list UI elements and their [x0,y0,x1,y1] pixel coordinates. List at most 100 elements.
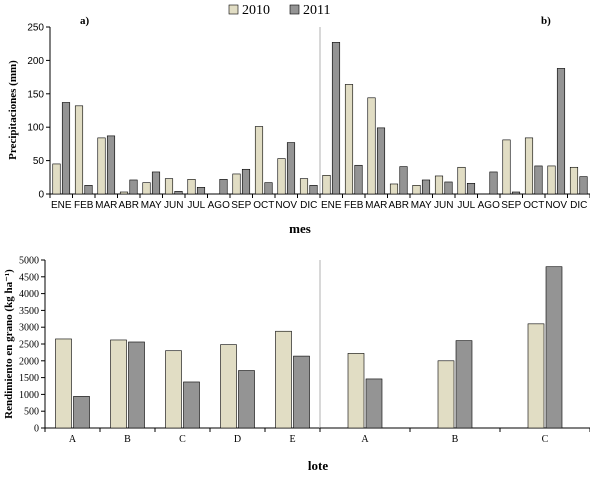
panel-c-y-tick-label: 0 [34,424,39,435]
panel-a-bar-2010-OCT [254,126,264,195]
panel-c-x-tick-label: A [69,434,77,445]
panel-a-x-tick-label: JUN [164,200,183,211]
panel-b-bar-2011-MAR [376,127,386,195]
panel-a-bar-2010-JUL [187,179,196,195]
panel-c-y-tick-label: 500 [24,407,39,418]
panel-b-x-tick-label: SEP [501,200,521,211]
panel-b-x-tick-label: AGO [478,200,500,211]
panel-a-bar-2011-MAY [151,171,161,195]
panel-d-bar-2011-C [545,266,563,429]
panel-a-y-tick-label: 100 [27,123,44,134]
panel-b-bar-2011-JUL [466,183,476,195]
panel-a-bar-2010-NOV [277,158,286,195]
panel-d-x-tick-label: A [361,434,369,445]
panel-a-x-tick-label: NOV [275,200,297,211]
panel-b-bar-2010-JUL [457,166,466,195]
panel-c-bar-2011-B [128,341,145,429]
panel-b-x-tick-label: JUN [434,200,453,211]
panel-b-bar-2011-ABR [399,166,408,195]
panel-b-bar-2011-ENE [331,42,341,195]
panel-a-bar-2011-SEP [241,168,251,195]
panel-c-y-tick-label: 3000 [19,323,39,334]
panel-a-label: a) [80,15,90,27]
panel-a-y-tick-label: 150 [27,89,44,100]
panel-a-x-tick-label: ENE [51,200,72,211]
panel-c-y-tick-label: 1000 [19,390,39,401]
panel-b-x-tick-label: FEB [344,200,364,211]
panel-a-bar-2011-MAR [106,135,116,195]
panel-a-bar-2010-JUN [164,178,174,195]
panel-d-yield: A B C [319,260,590,445]
panel-b-bar-2011-MAY [421,179,431,195]
panel-b-x-tick-label: NOV [545,200,567,211]
panel-b-bar-2011-DIC [579,176,588,195]
panel-a-bar-2010-MAY [142,182,151,195]
legend: 2010 2011 [228,3,330,18]
panel-b-bar-2011-NOV [556,68,566,195]
panel-a-x-tick-label: AGO [208,200,230,211]
panel-b-bar-2010-MAR [367,97,376,195]
panel-c-x-tick-label: B [124,434,131,445]
panel-c-bar-2011-C [183,381,200,429]
panel-a-bar-2010-SEP [232,173,241,195]
panel-c-x-tick-label: C [179,434,186,445]
panel-c-y-tick-label: 2500 [19,340,39,351]
panel-a-bar-2011-ABR [129,179,138,195]
panel-c-y-tick-label: 4000 [19,289,39,300]
panel-a-x-tick-label: FEB [74,200,94,211]
legend-label-2010: 2010 [242,3,270,18]
panel-a-x-tick-label: JUL [187,200,205,211]
panel-b-x-tick-label: MAR [365,200,387,211]
panel-a-bar-2010-MAR [97,137,106,195]
panel-c-bar-2011-A [73,396,90,429]
panel-b-bar-2010-FEB [344,84,354,195]
panel-a-x-tick-label: MAY [141,200,162,211]
panel-b-x-tick-label: ABR [388,200,409,211]
panel-c-bar-2010-E [275,330,292,429]
panel-c-bar-2010-C [165,350,182,429]
panel-b-bar-2010-ABR [389,183,399,195]
panel-b-x-tick-label: DIC [570,200,587,211]
panel-b-bar-2011-AGO [489,171,498,195]
top-x-axis-title: mes [289,221,311,236]
panel-c-y-tick-label: 2000 [19,356,39,367]
panel-c-yield: 0 500 1000 1500 2000 2500 3000 3500 4000 4500 5000… [19,256,321,445]
panel-a-bar-2011-ENE [61,102,71,195]
panel-a-bar-2011-DIC [309,185,318,195]
bottom-y-axis-title: Rendimiento en grano (kg ha⁻¹) [3,269,15,419]
panel-c-y-tick-label: 3500 [19,306,39,317]
panel-b-label: b) [541,15,551,27]
panel-c-x-tick-label: D [234,434,241,445]
panel-a-bar-2010-DIC [299,178,309,195]
panel-b-x-tick-label: JUL [457,200,475,211]
legend-swatch-2011 [289,4,300,15]
panel-a-y-tick-label: 0 [38,190,44,201]
panel-a-bar-2010-ENE [52,163,61,195]
panel-b-bar-2010-ENE [322,174,331,195]
panel-c-y-tick-label: 5000 [19,256,39,267]
panel-d-bar-2011-A [365,378,383,429]
panel-c-y-tick-label: 1500 [19,373,39,384]
panel-a-bar-2011-JUL [196,187,206,195]
panel-c-y-tick-label: 4500 [19,272,39,283]
panel-b-bar-2010-NOV [547,165,556,195]
panel-b-x-tick-label: OCT [523,200,544,211]
panel-a-bar-2011-JUN [174,191,183,195]
panel-c-bar-2011-D [238,370,255,429]
panel-d-bar-2010-C [527,323,545,429]
panel-a-x-tick-label: MAR [95,200,117,211]
top-y-axis-title: Precipitaciones (mm) [7,60,19,160]
panel-c-bar-2010-B [110,339,127,429]
panel-b-bar-2011-FEB [354,164,363,195]
panel-b-x-tick-label: ENE [321,200,342,211]
panel-c-x-tick-label: E [289,434,295,445]
panel-a-bar-2010-FEB [74,105,84,195]
panel-a-x-tick-label: SEP [231,200,251,211]
panel-b-x-tick-label: MAY [411,200,432,211]
panel-a-x-tick-label: ABR [118,200,139,211]
panel-b-bar-2010-OCT [524,137,534,195]
panel-a-x-tick-label: DIC [300,200,317,211]
panel-d-bar-2011-B [455,340,473,429]
